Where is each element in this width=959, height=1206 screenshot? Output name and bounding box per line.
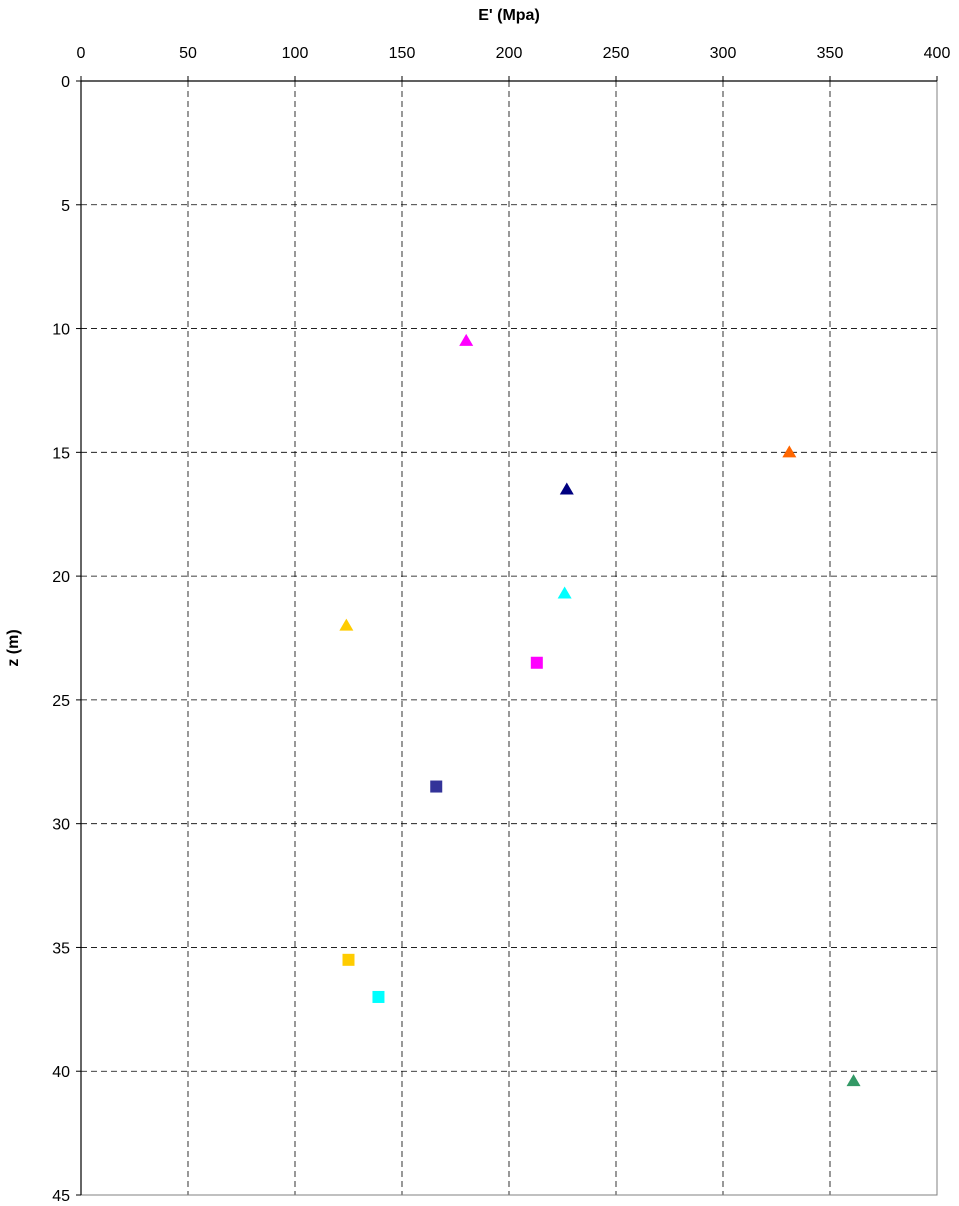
x-tick-label: 350 — [817, 45, 844, 62]
x-tick-label: 300 — [710, 45, 737, 62]
y-tick-label: 45 — [52, 1188, 70, 1205]
x-tick-label: 400 — [924, 45, 951, 62]
x-tick-label: 100 — [282, 45, 309, 62]
data-point-square — [372, 990, 385, 1003]
y-tick-label: 25 — [52, 693, 70, 710]
x-axis-title: E' (Mpa) — [478, 7, 540, 24]
data-point-triangle — [339, 618, 354, 631]
plot-area-frame — [80, 80, 938, 1196]
y-tick-label: 15 — [52, 445, 70, 462]
y-tick-label: 10 — [52, 322, 70, 339]
data-point-triangle — [459, 333, 474, 346]
data-point-square — [342, 953, 355, 966]
data-point-triangle — [782, 445, 797, 458]
data-point-square — [430, 780, 443, 793]
y-tick-label: 30 — [52, 817, 70, 834]
x-tick-label: 50 — [179, 45, 197, 62]
y-tick-label: 0 — [61, 74, 70, 91]
x-tick-label: 200 — [496, 45, 523, 62]
y-tick-label: 5 — [61, 198, 70, 215]
y-tick-label: 40 — [52, 1064, 70, 1081]
data-points — [339, 333, 861, 1087]
axis-lines — [76, 76, 938, 1196]
tick-labels: 0 50 100 150 200 250 300 350 400 0 5 10 15 20 25 30 35 40… — [52, 45, 950, 1205]
data-point-triangle — [559, 482, 574, 495]
data-point-triangle — [557, 586, 572, 599]
data-point-square — [530, 656, 543, 669]
y-tick-label: 35 — [52, 940, 70, 957]
x-tick-label: 250 — [603, 45, 630, 62]
grid-lines — [81, 81, 937, 1195]
x-tick-label: 150 — [389, 45, 416, 62]
y-axis-title: z (m) — [5, 629, 22, 666]
x-tick-label: 0 — [77, 45, 86, 62]
data-point-triangle — [846, 1074, 861, 1087]
y-tick-label: 20 — [52, 569, 70, 586]
